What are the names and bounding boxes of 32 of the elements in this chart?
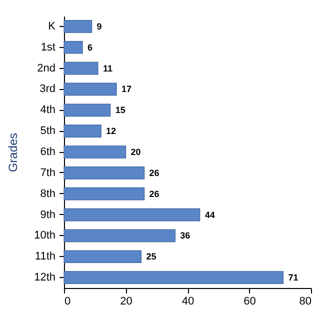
data-label: 25: [146, 252, 156, 262]
y-tick-label: 8th: [40, 188, 56, 200]
data-label: 20: [130, 147, 141, 157]
data-label: 26: [149, 168, 160, 178]
x-tick-label: 40: [182, 296, 194, 308]
y-tick-label: 10th: [34, 230, 56, 242]
y-tick-label: 9th: [40, 208, 56, 221]
y-tick-label: 7th: [40, 166, 56, 179]
x-tick-label: 80: [299, 296, 312, 308]
x-tick-label: 20: [120, 296, 132, 308]
y-tick-label: 6th: [40, 146, 56, 158]
y-tick-label: 1st: [40, 41, 56, 54]
y-tick-label: 2nd: [37, 62, 56, 74]
y-tick-label: 3rd: [40, 83, 56, 96]
data-label: 6: [88, 42, 93, 52]
x-tick-label: 60: [244, 296, 256, 308]
y-tick-label: 11th: [34, 250, 56, 263]
data-label: 9: [96, 21, 102, 32]
y-axis-title: Grades: [6, 132, 20, 172]
data-label: 26: [149, 188, 160, 199]
data-label: 71: [288, 272, 298, 283]
y-tick-label: 12th: [34, 272, 56, 284]
x-tick-label: 0: [64, 296, 71, 308]
y-tick-label: 4th: [40, 104, 56, 116]
data-label: 36: [180, 230, 190, 241]
data-label: 44: [204, 210, 215, 220]
y-tick-label: 5th: [40, 125, 56, 138]
y-tick-label: K: [48, 20, 56, 32]
data-label: 12: [106, 126, 116, 136]
data-label: 17: [121, 84, 132, 94]
data-label: 15: [115, 105, 126, 116]
data-label: 11: [102, 63, 112, 74]
